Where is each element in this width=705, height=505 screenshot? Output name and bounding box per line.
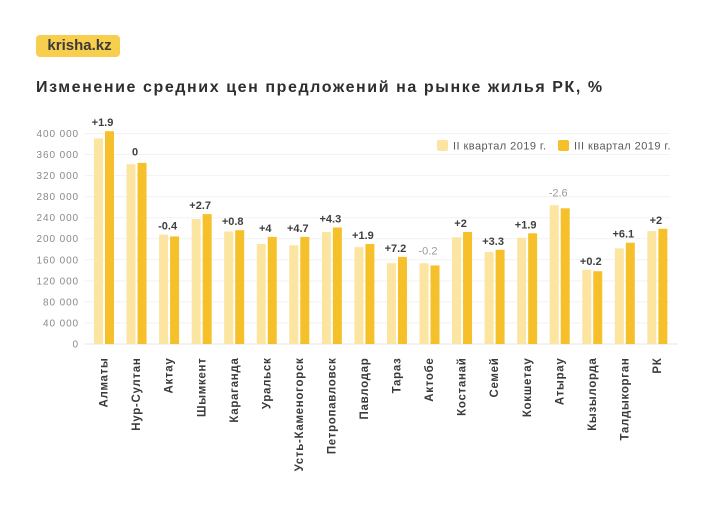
svg-text:Шымкент: Шымкент xyxy=(196,358,208,418)
svg-text:Тараз: Тараз xyxy=(392,358,404,394)
svg-text:+7.2: +7.2 xyxy=(385,243,407,255)
svg-text:0: 0 xyxy=(73,340,79,351)
svg-text:+0.2: +0.2 xyxy=(580,256,602,268)
svg-text:Семей: Семей xyxy=(489,357,501,397)
svg-text:Кокшетау: Кокшетау xyxy=(522,358,534,418)
svg-text:160 000: 160 000 xyxy=(37,255,79,266)
svg-text:Караганда: Караганда xyxy=(229,358,241,423)
svg-text:+6.1: +6.1 xyxy=(612,229,634,241)
svg-text:+4.3: +4.3 xyxy=(319,214,341,226)
svg-text:+1.9: +1.9 xyxy=(92,117,114,129)
svg-text:Алматы: Алматы xyxy=(99,358,111,408)
svg-text:-0.4: -0.4 xyxy=(158,221,178,233)
svg-text:Кызылорда: Кызылорда xyxy=(587,358,599,431)
svg-text:Атырау: Атырау xyxy=(554,358,566,406)
svg-text:400 000: 400 000 xyxy=(37,129,79,140)
svg-text:-2.6: -2.6 xyxy=(549,188,568,200)
svg-text:+0.8: +0.8 xyxy=(222,216,244,228)
svg-text:320 000: 320 000 xyxy=(37,171,79,182)
svg-text:+4: +4 xyxy=(259,223,272,235)
svg-text:Усть-Каменогорск: Усть-Каменогорск xyxy=(294,358,306,472)
svg-text:+1.9: +1.9 xyxy=(515,219,537,231)
svg-text:Павлодар: Павлодар xyxy=(359,358,371,420)
svg-text:III квартал 2019 г.: III квартал 2019 г. xyxy=(574,141,671,153)
svg-text:Актобе: Актобе xyxy=(424,358,436,402)
svg-text:+2.7: +2.7 xyxy=(189,200,211,212)
svg-text:+2: +2 xyxy=(650,215,663,227)
svg-text:Костанай: Костанай xyxy=(457,358,469,416)
svg-text:80 000: 80 000 xyxy=(43,297,79,308)
svg-text:-0.2: -0.2 xyxy=(419,246,438,258)
svg-text:Талдыкорган: Талдыкорган xyxy=(619,358,631,441)
svg-text:240 000: 240 000 xyxy=(37,213,79,224)
svg-text:+1.9: +1.9 xyxy=(352,230,374,242)
svg-text:360 000: 360 000 xyxy=(37,150,79,161)
svg-text:Петропавловск: Петропавловск xyxy=(326,358,338,455)
svg-text:Нур-Султан: Нур-Султан xyxy=(131,358,143,431)
svg-text:120 000: 120 000 xyxy=(37,276,79,287)
svg-text:II квартал 2019 г.: II квартал 2019 г. xyxy=(453,141,547,153)
svg-text:280 000: 280 000 xyxy=(37,192,79,203)
svg-text:РК: РК xyxy=(652,357,664,373)
svg-text:0: 0 xyxy=(132,146,138,158)
svg-text:200 000: 200 000 xyxy=(37,234,79,245)
svg-text:+3.3: +3.3 xyxy=(482,236,504,248)
svg-text:+2: +2 xyxy=(454,218,467,230)
svg-text:Актау: Актау xyxy=(164,358,176,394)
svg-text:Уральск: Уральск xyxy=(261,358,273,410)
svg-text:+4.7: +4.7 xyxy=(287,223,309,235)
svg-text:40 000: 40 000 xyxy=(43,318,79,329)
